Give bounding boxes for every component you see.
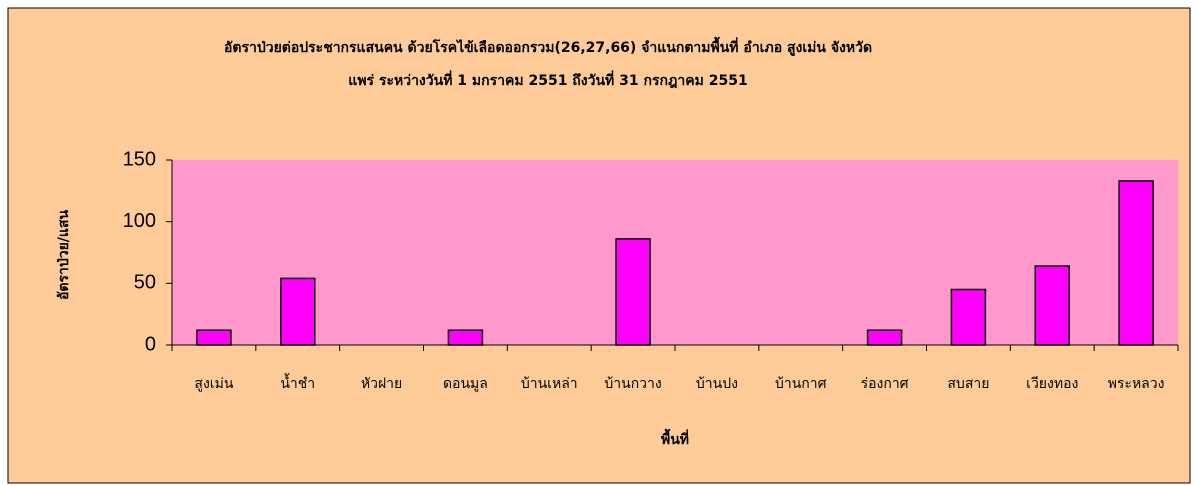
x-tick-label: บ้านกวาง [604, 376, 661, 392]
x-tick-label: บ้านปง [696, 376, 738, 392]
bar [280, 277, 316, 346]
bar [447, 329, 484, 346]
y-axis-label: อัตราป่วย/แสน [56, 210, 72, 301]
x-tick-label: บ้านกาศ [775, 376, 827, 392]
bar [1034, 265, 1070, 346]
x-tick-label: สูงเม่น [194, 376, 233, 392]
x-tick-label: พระหลวง [1108, 376, 1165, 392]
x-tick-label: ดอนมูล [443, 376, 488, 392]
y-tick-label: 150 [123, 148, 156, 170]
y-tick-label: 50 [134, 272, 156, 294]
bar [615, 238, 651, 346]
y-tick-label: 0 [145, 333, 156, 355]
bar [196, 329, 232, 346]
y-tick-label: 100 [123, 210, 156, 232]
bar [866, 329, 903, 346]
x-tick-label: หัวฝาย [361, 376, 402, 392]
chart-subtitle: แพร่ ระหว่างวันที่ 1 มกราคม 2551 ถึงวันท… [348, 70, 747, 89]
bar [1118, 180, 1154, 346]
x-axis-label: พื้นที่ [661, 428, 689, 448]
chart-title: อัตราป่วยต่อประชากรแสนคน ด้วยโรคไข้เลือด… [224, 36, 872, 56]
x-tick-label: ร่องกาศ [861, 376, 909, 392]
bar [950, 288, 987, 346]
x-tick-label: น้ำชำ [280, 373, 315, 392]
x-tick-label: สบสาย [947, 376, 989, 392]
x-tick-label: บ้านเหล่า [521, 376, 578, 392]
plot-area [172, 160, 1178, 345]
x-tick-label: เวียงทอง [1026, 376, 1078, 392]
